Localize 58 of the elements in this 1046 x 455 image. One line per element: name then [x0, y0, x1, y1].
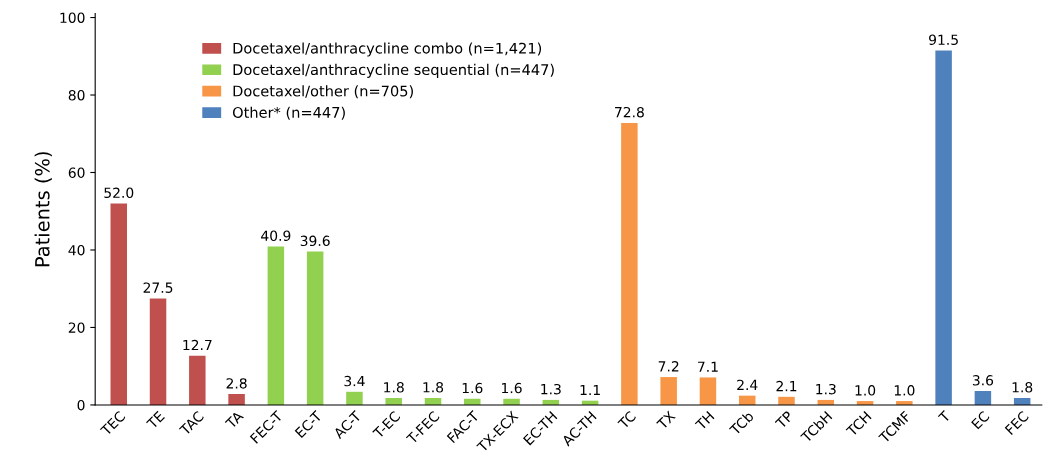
data-label: 1.6	[502, 382, 522, 394]
data-label: 2.4	[737, 379, 758, 390]
data-label: 7.2	[658, 361, 679, 372]
x-tick-label: TP	[774, 410, 794, 430]
data-label: 1.8	[1012, 382, 1033, 393]
x-tick-label: TAC	[178, 410, 205, 437]
legend-label: Docetaxel/anthracycline combo (n=1,421)	[233, 42, 542, 57]
data-label: 1.3	[816, 383, 836, 395]
bar	[974, 391, 992, 405]
data-label: 7.1	[698, 361, 718, 372]
data-label: 1.6	[462, 382, 483, 394]
data-label: 1.1	[580, 384, 600, 396]
x-tick-label: TA	[224, 410, 244, 430]
data-label: 1.8	[423, 382, 444, 393]
data-label: 1.0	[894, 385, 915, 396]
data-label: 91.5	[929, 34, 958, 45]
data-label: 40.9	[261, 230, 291, 242]
data-label: 72.8	[615, 106, 644, 118]
bar	[110, 203, 127, 405]
legend-label: Other* (n=447)	[232, 106, 345, 120]
y-tick-label: 0	[77, 399, 85, 411]
data-label: 1.0	[855, 385, 876, 396]
x-tick-label: TH	[694, 411, 715, 431]
bar	[935, 50, 952, 405]
y-axis-title: Patients (%)	[34, 152, 52, 267]
data-label: 1.8	[384, 382, 404, 393]
y-tick-label: 20	[68, 322, 85, 333]
x-tick-label: TC	[617, 410, 637, 430]
y-tick-label: 60	[68, 167, 85, 178]
bar	[306, 251, 324, 405]
bar	[621, 122, 638, 405]
data-label: 52.0	[104, 187, 134, 199]
x-tick-label: T	[937, 410, 952, 424]
bar	[660, 377, 677, 405]
y-tick-label: 100	[60, 12, 85, 23]
data-label: 3.6	[972, 375, 994, 386]
y-tick-label: 40	[68, 244, 85, 256]
data-label: 39.6	[300, 235, 330, 247]
data-label: 1.3	[541, 383, 561, 395]
x-tick-label: TCb	[728, 410, 755, 436]
data-label: 3.4	[344, 375, 365, 387]
data-label: 27.5	[143, 282, 173, 293]
legend-label: Docetaxel/other (n=705)	[233, 85, 413, 99]
x-tick-label: TEC	[99, 410, 126, 437]
x-tick-label: EC	[970, 410, 990, 430]
bar	[189, 355, 206, 405]
y-tick-label: 80	[68, 89, 85, 101]
x-tick-label: TX	[656, 410, 676, 431]
data-label: 2.8	[226, 378, 247, 389]
data-label: 12.7	[183, 339, 212, 351]
bar	[228, 394, 245, 405]
bar	[267, 246, 285, 405]
legend-label: Docetaxel/anthracycline sequential (n=447)	[233, 63, 554, 78]
bar	[149, 298, 167, 405]
data-label: 2.1	[776, 380, 797, 392]
x-tick-label: TE	[146, 410, 165, 430]
bar	[699, 377, 717, 405]
bar	[346, 391, 363, 405]
